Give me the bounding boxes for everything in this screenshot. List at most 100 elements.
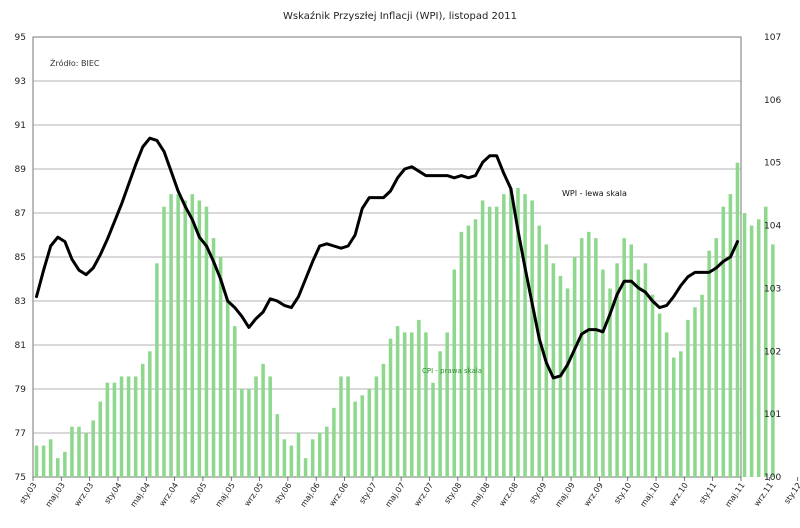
cpi-bar — [572, 257, 577, 477]
cpi-bar — [317, 433, 322, 477]
wpi-line — [35, 136, 739, 380]
cpi-bar — [247, 389, 251, 477]
chart-title: Wskaźnik Przyszłej Inflacji (WPI), listo… — [283, 10, 517, 22]
left-tick-label: 81 — [15, 341, 26, 351]
cpi-bar — [445, 332, 449, 477]
cpi-bar — [303, 458, 308, 477]
right-tick-label: 101 — [764, 410, 781, 420]
cpi-bar — [98, 401, 103, 477]
cpi-bar — [629, 244, 634, 477]
cpi-bar — [183, 200, 187, 477]
cpi-bar — [700, 294, 704, 477]
cpi-bar — [395, 326, 400, 477]
wpi-line-layer — [35, 136, 739, 380]
cpi-bar — [268, 376, 272, 477]
cpi-bar — [325, 426, 329, 477]
left-tick-label: 85 — [15, 253, 26, 263]
cpi-bar — [480, 200, 485, 477]
cpi-bar — [218, 257, 223, 477]
cpi-bar — [735, 162, 740, 477]
cpi-bar — [551, 263, 556, 477]
cpi-bar — [346, 376, 350, 477]
cpi-bar — [225, 301, 230, 477]
left-tick-label: 87 — [15, 209, 26, 219]
cpi-bar — [84, 433, 88, 477]
cpi-bar — [608, 288, 612, 477]
cpi-bar — [714, 238, 718, 477]
cpi-bar — [211, 238, 216, 477]
cpi-bar — [728, 194, 733, 477]
cpi-bar — [381, 363, 386, 477]
cpi-bar — [622, 238, 626, 477]
source-note: Źródło: BIEC — [50, 57, 100, 68]
cpi-bar — [91, 420, 95, 477]
right-tick-label: 105 — [764, 159, 781, 169]
cpi-bar — [487, 206, 492, 477]
cpi-bar — [764, 206, 768, 477]
cpi-bar — [523, 194, 527, 477]
cpi-bar — [70, 426, 74, 477]
cpi-bar — [339, 376, 343, 477]
cpi-bar — [565, 288, 570, 477]
cpi-bar — [148, 351, 152, 477]
cpi-bar — [296, 433, 301, 477]
cpi-bar — [452, 269, 457, 477]
cpi-bar — [374, 376, 379, 477]
cpi-bar — [742, 213, 747, 477]
cpi-bar — [176, 194, 180, 477]
cpi-bar — [579, 238, 584, 477]
left-tick-label: 89 — [15, 165, 27, 175]
cpi-bar — [402, 332, 407, 477]
left-tick-label: 83 — [15, 297, 26, 307]
cpi-bar — [721, 206, 726, 477]
cpi-bar — [594, 238, 598, 477]
cpi-bar — [140, 363, 145, 477]
cpi-bar — [254, 376, 258, 477]
cpi-bar — [502, 194, 506, 477]
right-tick-label: 106 — [764, 96, 781, 106]
left-tick-label: 75 — [15, 473, 26, 483]
cpi-bar — [105, 382, 110, 477]
cpi-bar — [756, 219, 761, 478]
left-tick-label: 93 — [15, 77, 26, 87]
right-tick-label: 100 — [764, 473, 781, 483]
cpi-bar — [771, 244, 775, 477]
cpi-bar — [438, 351, 442, 477]
cpi-bar — [601, 269, 605, 477]
cpi-bar — [615, 263, 619, 477]
left-tick-label: 95 — [15, 33, 26, 43]
cpi-bar — [261, 363, 265, 477]
cpi-bar — [275, 414, 280, 477]
cpi-bar — [650, 294, 655, 477]
cpi-bar — [119, 376, 124, 477]
cpi-bar — [63, 451, 67, 477]
cpi-bar — [233, 326, 237, 477]
cpi-bar — [417, 319, 421, 477]
cpi-bar — [41, 445, 46, 477]
cpi-bar — [664, 332, 669, 477]
cpi-bar — [686, 319, 690, 477]
cpi-annotation: CPI - prawa skala — [422, 367, 482, 375]
cpi-bar — [494, 206, 499, 477]
cpi-bar — [190, 194, 195, 477]
cpi-bar — [133, 376, 138, 477]
cpi-bar — [240, 389, 244, 477]
cpi-bar — [459, 231, 464, 477]
cpi-bar — [537, 225, 541, 477]
cpi-bar — [657, 313, 662, 477]
cpi-bar — [34, 445, 39, 477]
cpi-bar — [169, 194, 173, 477]
cpi-bar — [289, 445, 294, 477]
right-tick-label: 104 — [764, 222, 781, 232]
cpi-bar — [671, 357, 676, 477]
cpi-bar — [353, 401, 357, 477]
right-tick-label: 102 — [764, 347, 781, 357]
cpi-bar — [707, 250, 711, 477]
cpi-bar — [516, 187, 520, 477]
cpi-bar — [48, 439, 53, 477]
left-axis: 75 77 79 81 83 85 87 89 91 93 95 — [15, 33, 27, 483]
wpi-annotation: WPI - lewa skala — [562, 189, 627, 198]
cpi-bar — [77, 426, 81, 477]
